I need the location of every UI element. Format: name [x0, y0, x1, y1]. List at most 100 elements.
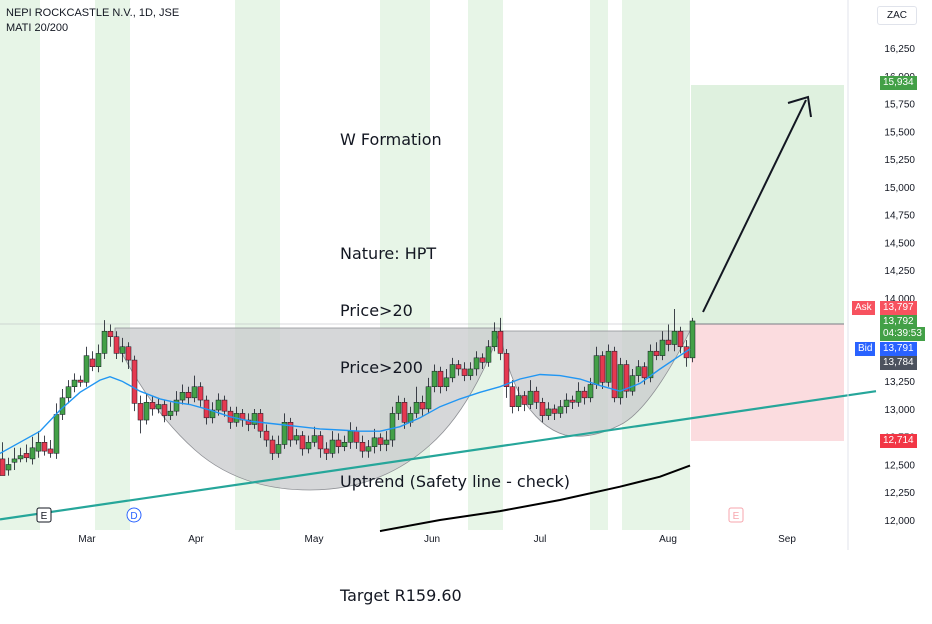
candle [323, 442, 330, 461]
candle [479, 353, 486, 369]
dividend-marker[interactable]: D [126, 507, 142, 523]
bid-tag: Bid [855, 342, 876, 356]
candle [599, 351, 606, 389]
note-line-7: Uptrend (Safety line - check) [340, 472, 571, 491]
candle [293, 428, 300, 445]
candle [329, 431, 336, 458]
currency-label[interactable]: ZAC [877, 6, 917, 25]
candle [191, 375, 198, 403]
note-line-9: Target R159.60 [340, 586, 462, 605]
candle [65, 380, 72, 404]
y-tick-label: 15,000 [884, 183, 915, 194]
earnings-marker-1[interactable]: E [36, 507, 52, 523]
candlesticks [0, 308, 696, 476]
y-tick-label: 13,000 [884, 405, 915, 416]
ma20-price: 13,784 [880, 356, 917, 370]
earnings-marker-2[interactable]: E [728, 507, 744, 523]
candle [437, 366, 444, 394]
candle [671, 308, 678, 352]
candle [101, 320, 108, 359]
y-tick-label: 15,500 [884, 127, 915, 138]
candle [119, 337, 126, 363]
highlight-bands [0, 0, 690, 530]
candle [581, 386, 588, 405]
y-tick-label: 15,250 [884, 155, 915, 166]
candle [161, 400, 168, 423]
candle [653, 342, 660, 361]
candle [155, 397, 162, 414]
candle [5, 457, 12, 476]
candle [287, 417, 294, 447]
ma20-line [0, 348, 691, 455]
note-line-2 [340, 187, 570, 206]
candle [263, 424, 270, 447]
stop-zone [691, 324, 844, 441]
target-price-label: 15,934 [880, 76, 917, 90]
indicator-legend[interactable]: MATI 20/200 [6, 22, 69, 34]
symbol-title[interactable]: NEPI ROCKCASTLE N.V., 1D, JSE [6, 7, 180, 19]
candle [629, 368, 636, 396]
y-tick-label: 12,000 [884, 516, 915, 527]
candle [29, 436, 36, 465]
candle [185, 386, 192, 405]
candle [605, 344, 612, 387]
ask-price: 13,797 [880, 301, 917, 315]
candle [77, 375, 84, 387]
y-tick-label: 14,750 [884, 211, 915, 222]
price-chart[interactable]: 12,00012,25012,50012,75013,00013,25013,5… [0, 0, 932, 550]
highlight-band [590, 0, 608, 530]
candle [17, 447, 24, 463]
candle [137, 395, 144, 434]
candle [401, 397, 408, 429]
candle [389, 406, 396, 447]
candle [569, 395, 576, 409]
candle [461, 362, 468, 382]
candle [485, 340, 492, 367]
candle [443, 368, 450, 392]
note-line-8 [340, 529, 570, 548]
y-tick-label: 12,250 [884, 488, 915, 499]
candle [95, 344, 102, 373]
candle [431, 364, 438, 393]
bid-price: 13,791 [880, 342, 917, 356]
candle [299, 431, 306, 456]
earnings-marker-2-label: E [733, 511, 740, 522]
highlight-band [468, 0, 503, 530]
candle [173, 391, 180, 416]
candle [377, 433, 384, 452]
annotation-text[interactable]: W Formation Nature: HPT Price>20 Price>2… [340, 92, 570, 624]
target-arrow[interactable] [702, 95, 812, 313]
candle [335, 433, 342, 454]
uptrend-line[interactable] [0, 390, 877, 521]
candle [125, 342, 132, 369]
candle [551, 404, 558, 421]
candle [317, 431, 324, 458]
candle [83, 346, 90, 387]
candle [509, 380, 516, 414]
candle [47, 440, 54, 458]
candle [371, 428, 378, 454]
candle [635, 360, 642, 383]
candle [365, 440, 372, 458]
y-tick-label: 14,500 [884, 238, 915, 249]
candle [533, 386, 540, 409]
ma200-line [379, 464, 691, 533]
candle [89, 351, 96, 372]
candle [179, 384, 186, 405]
candle [455, 360, 462, 376]
candle [215, 393, 222, 416]
candle [23, 444, 30, 463]
candle [575, 382, 582, 407]
note-line-3: Nature: HPT [340, 244, 437, 263]
candle [689, 317, 696, 363]
candle [359, 435, 366, 458]
candle [131, 355, 138, 412]
y-tick-label: 14,250 [884, 266, 915, 277]
x-tick-label: Apr [188, 534, 204, 545]
candle [341, 435, 348, 452]
candle [449, 357, 456, 383]
x-tick-label: Sep [778, 534, 796, 545]
chart-header: NEPI ROCKCASTLE N.V., 1D, JSE MATI 20/20… [6, 6, 179, 36]
candle [503, 348, 510, 398]
earnings-marker-1-label: E [41, 511, 48, 522]
